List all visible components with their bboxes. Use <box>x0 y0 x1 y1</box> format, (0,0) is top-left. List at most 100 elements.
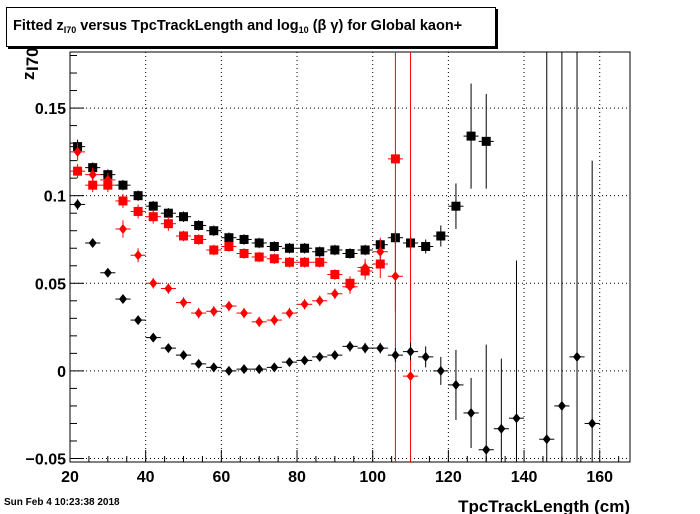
data-point-square <box>133 206 143 216</box>
data-point-diamond <box>376 246 385 257</box>
data-point-square <box>163 219 173 229</box>
y-axis-title: z I70 <box>19 47 42 80</box>
data-point-square <box>254 238 264 248</box>
data-point-square <box>330 270 340 280</box>
data-point-square <box>481 136 491 146</box>
data-point-square <box>194 234 204 244</box>
x-tick-label: 100 <box>359 469 386 486</box>
data-point-diamond <box>421 351 430 362</box>
data-point-square <box>148 201 158 211</box>
data-point-square <box>163 208 173 218</box>
data-point-square <box>148 212 158 222</box>
data-point-diamond <box>224 301 233 312</box>
data-point-square <box>209 245 219 255</box>
data-point-diamond <box>255 316 264 327</box>
x-tick-label: 120 <box>435 469 462 486</box>
chart-title-box: Fitted zI70 versus TpcTrackLength and lo… <box>6 7 496 47</box>
data-layer <box>70 52 600 462</box>
data-point-diamond <box>118 223 127 234</box>
data-point-diamond <box>209 306 218 317</box>
data-point-diamond <box>542 434 551 445</box>
x-axis-title: TpcTrackLength (cm) <box>458 497 630 514</box>
title-suffix: (β γ) for Global kaon+ <box>308 18 463 34</box>
data-point-diamond <box>497 423 506 434</box>
data-point-diamond <box>209 362 218 373</box>
data-point-square <box>88 180 98 190</box>
data-point-diamond <box>194 308 203 319</box>
data-point-diamond <box>573 351 582 362</box>
y-tick-label: 0.05 <box>35 276 66 293</box>
x-tick-label: 160 <box>586 469 613 486</box>
data-point-diamond <box>88 237 97 248</box>
x-tick-label: 140 <box>511 469 538 486</box>
data-point-diamond <box>103 174 112 185</box>
title-sub-10: 10 <box>298 25 309 35</box>
data-point-diamond <box>361 262 370 273</box>
data-point-diamond <box>346 281 354 292</box>
data-point-diamond <box>482 444 491 455</box>
data-point-square <box>239 248 249 258</box>
data-point-square <box>466 131 476 141</box>
data-point-diamond <box>240 308 249 319</box>
data-point-diamond <box>406 371 415 382</box>
data-point-diamond <box>436 365 445 376</box>
data-point-diamond <box>315 295 324 306</box>
data-point-square <box>390 154 400 164</box>
data-point-diamond <box>315 351 324 362</box>
x-tick-label: 20 <box>61 469 79 486</box>
data-point-square <box>179 212 189 222</box>
data-point-square <box>254 252 264 262</box>
data-point-diamond <box>391 271 400 282</box>
data-point-diamond <box>179 350 188 361</box>
data-point-diamond <box>467 407 476 418</box>
data-point-square <box>269 254 279 264</box>
svg-text:I70: I70 <box>23 47 42 71</box>
x-tick-label: 60 <box>212 469 230 486</box>
data-point-square <box>118 180 128 190</box>
x-tick-label: 40 <box>137 469 155 486</box>
data-point-square <box>315 247 325 257</box>
chart-title: Fitted zI70 versus TpcTrackLength and lo… <box>13 18 462 35</box>
data-point-square <box>284 243 294 253</box>
data-point-diamond <box>361 343 370 354</box>
data-point-diamond <box>557 400 566 411</box>
data-point-square <box>224 241 234 251</box>
data-point-diamond <box>149 332 158 343</box>
data-point-diamond <box>391 350 400 361</box>
data-point-diamond <box>224 365 233 376</box>
data-point-diamond <box>179 297 188 308</box>
data-point-square <box>421 241 431 251</box>
data-point-square <box>118 196 128 206</box>
title-sub-i70: I70 <box>63 25 77 35</box>
data-point-square <box>284 257 294 267</box>
data-point-diamond <box>88 169 97 180</box>
data-point-diamond <box>194 358 203 369</box>
data-point-square <box>360 245 370 255</box>
data-point-diamond <box>270 315 279 326</box>
data-point-diamond <box>300 355 309 366</box>
data-point-diamond <box>285 357 294 368</box>
data-point-diamond <box>406 346 415 357</box>
data-point-diamond <box>300 299 309 310</box>
data-point-diamond <box>118 294 127 305</box>
data-point-square <box>73 166 83 176</box>
axes-layer: 20 40 60 80 100 120 140 160 −0.05 0 0.05 0.1 0.15 <box>26 51 631 486</box>
data-point-square <box>315 257 325 267</box>
data-point-square <box>345 248 355 258</box>
data-point-diamond <box>588 418 597 429</box>
title-middle: versus TpcTrackLength and log <box>76 18 299 34</box>
x-tick-label: 80 <box>288 469 306 486</box>
data-point-square <box>451 201 461 211</box>
data-point-diamond <box>512 413 521 424</box>
data-point-diamond <box>376 343 385 354</box>
data-point-diamond <box>346 341 354 352</box>
data-point-diamond <box>330 288 339 299</box>
data-point-diamond <box>164 283 173 294</box>
plot-frame <box>69 51 631 463</box>
y-tick-label: 0.1 <box>44 189 66 206</box>
data-point-diamond <box>330 350 339 361</box>
data-point-square <box>133 191 143 201</box>
data-point-square <box>209 226 219 236</box>
data-point-diamond <box>134 315 143 326</box>
data-point-diamond <box>451 379 460 390</box>
